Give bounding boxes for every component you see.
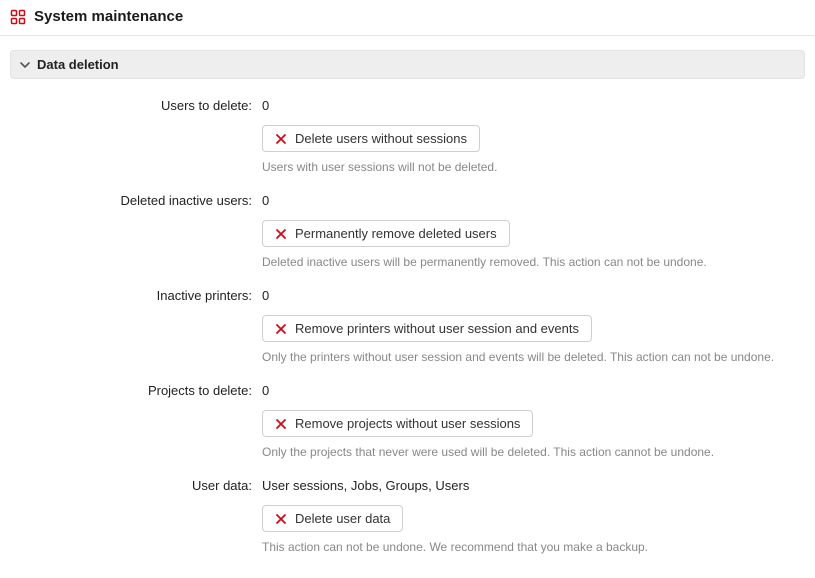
app-grid-icon bbox=[10, 9, 26, 25]
button-label: Delete users without sessions bbox=[295, 131, 467, 146]
delete-user-data-button[interactable]: Delete user data bbox=[262, 505, 403, 532]
remove-printers-button[interactable]: Remove printers without user session and… bbox=[262, 315, 592, 342]
delete-icon bbox=[275, 513, 287, 525]
help-inactive-printers: Only the printers without user session a… bbox=[262, 350, 774, 364]
section-data-deletion: Data deletion Users to delete: 0 Delete … bbox=[0, 36, 815, 578]
row-user-data: User data: User sessions, Jobs, Groups, … bbox=[10, 473, 805, 568]
button-label: Permanently remove deleted users bbox=[295, 226, 497, 241]
help-deleted-inactive-users: Deleted inactive users will be permanent… bbox=[262, 255, 707, 269]
delete-icon bbox=[275, 323, 287, 335]
content-projects-to-delete: 0 Remove projects without user sessions … bbox=[262, 382, 805, 459]
page-title: System maintenance bbox=[34, 8, 183, 25]
section-header-data-deletion[interactable]: Data deletion bbox=[10, 50, 805, 79]
value-inactive-printers: 0 bbox=[262, 287, 269, 305]
page: System maintenance Data deletion Users t… bbox=[0, 0, 815, 578]
row-projects-to-delete: Projects to delete: 0 Remove projects wi… bbox=[10, 378, 805, 473]
help-user-data: This action can not be undone. We recomm… bbox=[262, 540, 648, 554]
content-deleted-inactive-users: 0 Permanently remove deleted users Delet… bbox=[262, 192, 805, 269]
label-projects-to-delete: Projects to delete: bbox=[10, 382, 262, 400]
value-user-data: User sessions, Jobs, Groups, Users bbox=[262, 477, 469, 495]
page-header: System maintenance bbox=[0, 0, 815, 36]
section-body: Users to delete: 0 Delete users without … bbox=[10, 79, 805, 568]
row-deleted-inactive-users: Deleted inactive users: 0 Permanently re… bbox=[10, 188, 805, 283]
button-label: Delete user data bbox=[295, 511, 390, 526]
value-deleted-inactive-users: 0 bbox=[262, 192, 269, 210]
label-users-to-delete: Users to delete: bbox=[10, 97, 262, 115]
value-projects-to-delete: 0 bbox=[262, 382, 269, 400]
row-inactive-printers: Inactive printers: 0 Remove printers wit… bbox=[10, 283, 805, 378]
row-users-to-delete: Users to delete: 0 Delete users without … bbox=[10, 93, 805, 188]
label-user-data: User data: bbox=[10, 477, 262, 495]
content-users-to-delete: 0 Delete users without sessions Users wi… bbox=[262, 97, 805, 174]
delete-icon bbox=[275, 228, 287, 240]
label-inactive-printers: Inactive printers: bbox=[10, 287, 262, 305]
help-users-to-delete: Users with user sessions will not be del… bbox=[262, 160, 497, 174]
button-label: Remove projects without user sessions bbox=[295, 416, 520, 431]
delete-users-without-sessions-button[interactable]: Delete users without sessions bbox=[262, 125, 480, 152]
remove-projects-button[interactable]: Remove projects without user sessions bbox=[262, 410, 533, 437]
chevron-down-icon bbox=[19, 59, 31, 71]
delete-icon bbox=[275, 418, 287, 430]
button-label: Remove printers without user session and… bbox=[295, 321, 579, 336]
help-projects-to-delete: Only the projects that never were used w… bbox=[262, 445, 714, 459]
section-title: Data deletion bbox=[37, 57, 119, 72]
value-users-to-delete: 0 bbox=[262, 97, 269, 115]
permanently-remove-deleted-users-button[interactable]: Permanently remove deleted users bbox=[262, 220, 510, 247]
content-inactive-printers: 0 Remove printers without user session a… bbox=[262, 287, 805, 364]
content-user-data: User sessions, Jobs, Groups, Users Delet… bbox=[262, 477, 805, 554]
delete-icon bbox=[275, 133, 287, 145]
label-deleted-inactive-users: Deleted inactive users: bbox=[10, 192, 262, 210]
